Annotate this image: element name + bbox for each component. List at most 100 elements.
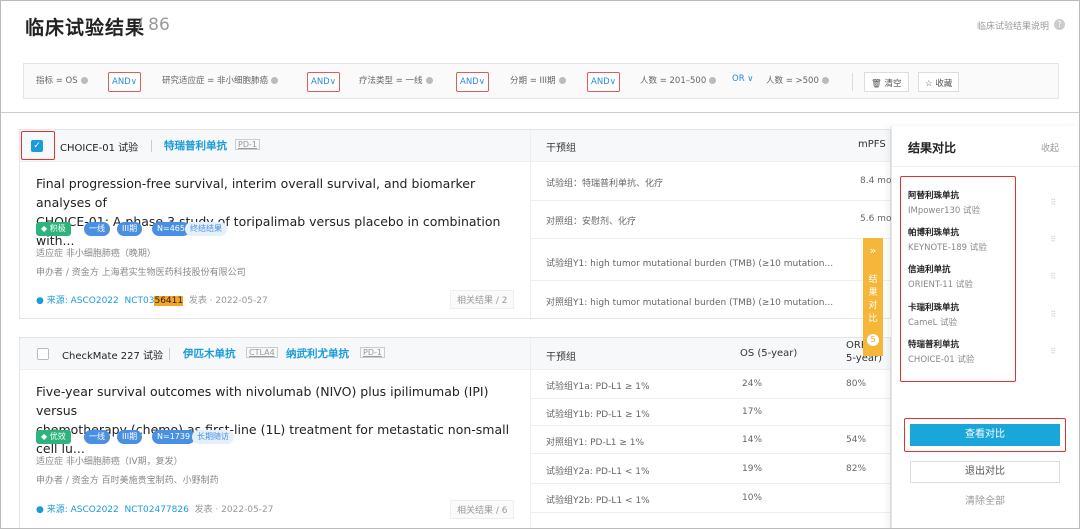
save-filters-button[interactable]: ☆ 收藏 (918, 72, 960, 92)
help-link[interactable]: 临床试验结果说明 (976, 22, 1049, 32)
status-badge: 终结结果 (185, 222, 227, 236)
or-select[interactable]: OR ∨ (732, 74, 754, 84)
compare-checkbox[interactable]: ✓ (31, 140, 43, 152)
target-tag[interactable]: CTLA4 (246, 347, 278, 358)
source-line[interactable]: ● 来源: ASCO2022 NCT0356411 发表 · 2022-05-2… (36, 296, 268, 306)
double-chevron-icon: » (869, 244, 877, 257)
target-tag[interactable]: PD-1 (235, 139, 260, 150)
column-header: 干预组 (546, 143, 576, 154)
filter-chip[interactable]: 研究适应症 = 非小细胞肺癌 (162, 74, 279, 86)
remove-icon[interactable] (558, 77, 566, 84)
filter-chip[interactable]: 人数 = 201–500 (640, 74, 717, 86)
help-icon[interactable]: ? (1054, 19, 1065, 30)
compare-item-drug: 帕博利珠单抗 (908, 228, 960, 238)
compare-count-badge: 5 (867, 334, 879, 346)
filter-chip[interactable]: 疗法类型 = 一线 (359, 74, 433, 86)
trial-name[interactable]: CheckMate 227 试验 (62, 351, 164, 362)
drug-link[interactable]: 纳武利尤单抗 (286, 348, 349, 360)
divider (151, 140, 152, 152)
drag-handle-icon[interactable]: ⠿ (1050, 235, 1057, 244)
target-tag[interactable]: PD-1 (360, 347, 385, 358)
drug-link[interactable]: 特瑞普利单抗 (164, 140, 227, 152)
table-cell: 82% (846, 464, 867, 474)
grade-badge: ◆ 优效 (36, 430, 71, 444)
table-cell: 19% (742, 464, 763, 474)
table-cell: 80% (846, 379, 867, 389)
clear-all-button[interactable]: 清除全部 (910, 492, 1060, 514)
compare-item-drug: 卡瑞利珠单抗 (908, 303, 960, 313)
table-cell: 试验组Y1a: PD-L1 ≥ 1% (546, 382, 650, 392)
table-cell: 5.6 mo (860, 214, 892, 224)
remove-icon[interactable] (80, 77, 88, 84)
compare-panel: 结果对比 收起 阿替利珠单抗 IMpower130 试验 ⠿ 帕博利珠单抗 KE… (891, 126, 1079, 528)
table-cell: 54% (846, 435, 867, 445)
compare-side-tab[interactable]: » 结 果 对 比 5 (863, 238, 883, 356)
drag-handle-icon[interactable]: ⠿ (1050, 310, 1057, 319)
table-cell: 对照组Y1: PD-L1 ≥ 1% (546, 438, 645, 448)
and-select[interactable]: AND∨ (307, 72, 340, 92)
paper-title[interactable]: Final progression-free survival, interim… (36, 176, 501, 248)
table-cell: 试验组Y2a: PD-L1 < 1% (546, 467, 650, 477)
divider (530, 338, 531, 528)
shield-icon: ◆ (41, 432, 50, 441)
column-header: OS (5-year) (740, 348, 798, 359)
drag-handle-icon[interactable]: ⠿ (1050, 272, 1057, 281)
remove-icon[interactable] (821, 77, 829, 84)
divider (530, 238, 890, 239)
clear-filters-button[interactable]: 🗑 清空 (864, 72, 909, 92)
compare-item-trial: CameL 试验 (908, 318, 958, 328)
table-cell: 试验组Y2b: PD-L1 < 1% (546, 496, 650, 506)
paper-title[interactable]: Five-year survival outcomes with nivolum… (36, 384, 510, 456)
filter-chip[interactable]: 指标 = OS (36, 74, 88, 86)
related-results-button[interactable]: 相关结果 / 6 (450, 500, 515, 519)
remove-icon[interactable] (425, 77, 433, 84)
drug-link[interactable]: 伊匹木单抗 (183, 348, 236, 360)
table-cell: 试验组Y1: high tumor mutational burden (TMB… (546, 259, 834, 269)
and-select[interactable]: AND∨ (456, 72, 489, 92)
drag-handle-icon[interactable]: ⠿ (1050, 198, 1057, 207)
shield-icon: ◆ (41, 224, 50, 233)
compare-checkbox[interactable] (37, 348, 49, 360)
compare-item-drug: 信迪利单抗 (908, 265, 951, 275)
line-badge: 一线 (84, 222, 110, 236)
collapse-button[interactable]: 收起 (1040, 144, 1059, 154)
filter-chip[interactable]: 人数 = >500 (766, 74, 829, 86)
table-cell: 14% (742, 435, 763, 445)
page-title: 临床试验结果 (25, 17, 146, 39)
indication: 适应症 非小细胞肺癌（IV期，复发） (36, 457, 183, 467)
result-card: CheckMate 227 试验 伊匹木单抗 CTLA4 纳武利尤单抗 PD-1… (19, 337, 891, 528)
exit-compare-button[interactable]: 退出对比 (910, 461, 1060, 483)
drag-handle-icon[interactable]: ⠿ (1050, 347, 1057, 356)
divider (530, 398, 890, 399)
sponsor: 申办者 / 资金方 百时美施贵宝制药、小野制药 (36, 476, 219, 486)
grade-badge: ◆ 积极 (36, 222, 71, 236)
divider (530, 200, 890, 201)
source-line[interactable]: ● 来源: ASCO2022 NCT02477826 发表 · 2022-05-… (36, 505, 274, 515)
divider (530, 483, 890, 484)
table-cell: 10% (742, 493, 763, 503)
star-icon: ☆ (925, 79, 936, 89)
and-select[interactable]: AND∨ (108, 72, 141, 92)
column-header: 干预组 (546, 352, 576, 363)
filter-chip[interactable]: 分期 = III期 (510, 74, 566, 86)
n-badge: N=465 (152, 222, 190, 236)
related-results-button[interactable]: 相关结果 / 2 (450, 290, 515, 309)
remove-icon[interactable] (709, 77, 717, 84)
indication: 适应症 非小细胞肺癌（晚期） (36, 249, 156, 259)
n-badge: N=1739 (152, 430, 196, 444)
and-select[interactable]: AND∨ (587, 72, 620, 92)
table-cell: 17% (742, 407, 763, 417)
divider (1, 112, 1079, 113)
table-cell: 8.4 mo (860, 176, 892, 186)
divider (892, 166, 1079, 167)
highlight-box (900, 176, 1016, 382)
view-compare-button[interactable]: 查看对比 (910, 424, 1060, 446)
trash-icon: 🗑 (871, 79, 885, 89)
column-header: mPFS (858, 139, 886, 150)
phase-badge: III期 (117, 222, 143, 236)
trial-name[interactable]: CHOICE-01 试验 (60, 143, 139, 154)
divider (852, 73, 853, 91)
remove-icon[interactable] (271, 77, 279, 84)
table-cell: 试验组：特瑞普利单抗、化疗 (546, 179, 664, 189)
